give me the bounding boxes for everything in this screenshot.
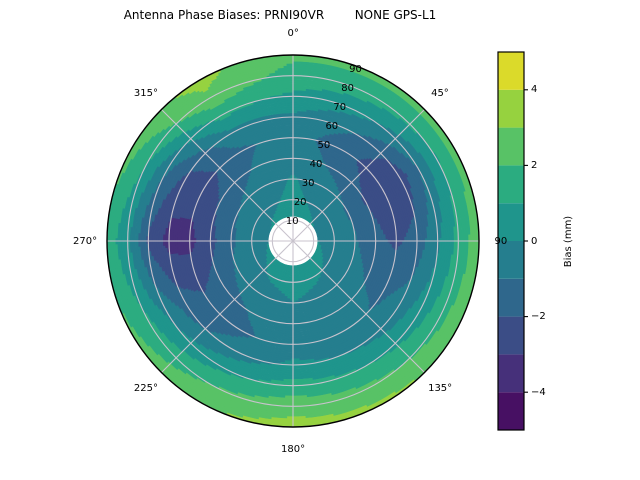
grid-spoke-315 [161, 109, 294, 242]
colorbar-band [498, 203, 524, 241]
colorbar-band [498, 89, 524, 128]
colorbar-band [498, 354, 524, 393]
radial-tick-label-60: 60 [325, 120, 339, 132]
colorbar-tick-label-4: −4 [531, 386, 546, 398]
radial-tick-label-70: 70 [333, 101, 347, 113]
azimuth-tick-label-225: 225° [133, 382, 158, 394]
azimuth-tick-label-45: 45° [431, 88, 449, 100]
colorbar [497, 51, 528, 431]
colorbar-band [498, 165, 524, 204]
colorbar-axis-label: Bias (mm) [562, 215, 574, 267]
colorbar-tick-label-3: −2 [531, 311, 546, 323]
radial-tick-label-90: 90 [349, 63, 362, 75]
azimuth-tick-label-90: 90 [494, 235, 508, 247]
grid-spoke-135 [292, 240, 425, 373]
contour-band [162, 233, 166, 246]
polar-spine [106, 54, 480, 428]
azimuth-tick-label-135: 135° [428, 382, 453, 394]
colorbar-band [498, 316, 524, 355]
radial-tick-label-40: 40 [309, 159, 323, 171]
polar-grid [107, 55, 479, 427]
colorbar-tick-label-0: 4 [531, 84, 538, 96]
colorbar-band [498, 52, 524, 90]
radial-tick-label-10: 10 [285, 216, 299, 228]
azimuth-tick-label-0: 0° [287, 27, 299, 39]
grid-spoke-45 [292, 109, 425, 242]
azimuth-tick-label-315: 315° [133, 88, 158, 100]
page-title: Antenna Phase Biases: PRNI90VR NONE GPS-… [123, 8, 437, 22]
azimuth-tick-label-180: 180° [281, 443, 306, 455]
colorbar-tick-label-2: 0 [531, 235, 538, 247]
colorbar-band [498, 127, 524, 166]
radial-tick-label-20: 20 [293, 197, 307, 209]
colorbar-band [498, 278, 524, 317]
colorbar-band [498, 392, 524, 430]
colorbar-tick-label-1: 2 [531, 159, 538, 171]
radial-tick-label-50: 50 [317, 140, 331, 152]
colorbar-band [498, 241, 524, 279]
azimuth-tick-label-270: 270° [73, 235, 98, 247]
grid-spoke-225 [161, 240, 294, 373]
radial-tick-label-80: 80 [341, 82, 354, 94]
radial-tick-label-30: 30 [301, 178, 315, 190]
